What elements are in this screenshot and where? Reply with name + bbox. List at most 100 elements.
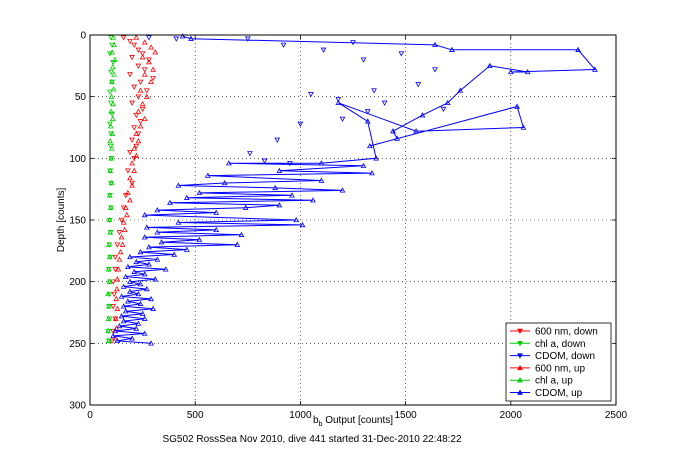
data-point [320,47,327,53]
data-point [115,266,122,272]
data-point [110,101,117,107]
data-point [118,234,125,240]
data-point [110,279,117,285]
data-point [106,291,113,298]
legend-marker [517,341,523,347]
data-point [109,115,116,122]
data-point [158,239,165,245]
legend-label: 600 nm, down [535,327,598,338]
data-point [119,241,126,247]
data-point [152,276,159,282]
data-point [127,278,133,284]
legend-marker [517,389,523,395]
data-point [188,35,194,41]
data-point [143,224,150,230]
data-point [440,106,447,113]
data-point [112,335,119,341]
x-tick-label: 1500 [394,410,417,421]
legend-entry: chl a, down [510,339,586,350]
data-point [183,194,190,200]
legend-label: 600 nm, up [535,363,585,374]
data-point [109,130,116,136]
data-point [310,197,316,203]
data-point [457,87,464,93]
data-point [575,46,582,52]
data-point [110,86,117,92]
data-point [131,268,138,274]
data-point [112,267,119,273]
data-point [141,234,148,240]
legend-label: chl a, up [535,376,573,387]
data-point [335,96,342,103]
data-point [120,219,127,225]
data-point [141,71,148,77]
data-point [135,290,142,297]
data-point [127,175,133,181]
data-point [137,281,144,287]
series-chl-a-up [105,34,118,344]
data-point [135,63,142,69]
data-point [111,56,118,62]
data-point [137,300,144,307]
data-point [137,119,144,125]
data-point [369,170,375,176]
data-point [124,189,131,196]
y-tick-label: 250 [69,339,86,350]
data-point [141,330,148,336]
data-point [107,138,114,144]
y-tick-label: 300 [69,401,86,412]
data-point [297,121,304,127]
data-point [364,109,371,115]
y-tick-label: 100 [69,154,86,165]
data-point [143,93,150,99]
data-point [173,36,180,42]
data-point [339,116,346,122]
data-point [139,310,146,316]
data-point [141,67,148,73]
data-point [148,340,154,346]
data-point [150,76,156,82]
data-point [152,49,159,55]
data-point [139,51,146,57]
data-point [129,137,135,143]
data-point [154,229,161,235]
data-point [105,327,111,334]
data-point [127,72,133,78]
x-tick-label: 2500 [605,410,628,421]
data-point [106,303,112,309]
data-point [133,325,140,331]
data-point [114,276,121,282]
y-tick-label: 150 [69,216,86,227]
data-point [449,46,455,52]
x-tick-label: 500 [187,410,204,421]
data-point [135,94,142,100]
data-point [390,128,396,134]
data-point [135,108,142,114]
legend-label: CDOM, up [535,388,583,399]
data-point [175,219,182,225]
data-point [146,57,152,63]
data-point [133,258,140,265]
data-point [116,230,123,236]
data-point [141,271,148,277]
data-point [507,68,514,75]
data-point [131,167,138,173]
data-point [146,261,152,267]
data-point [111,41,118,48]
data-point [179,33,186,39]
legend-entry: CDOM, up [510,388,583,399]
data-point [146,244,152,250]
data-point [112,327,119,334]
legend-entry: 600 nm, down [510,327,598,338]
data-point [293,216,300,223]
series-line [113,35,597,344]
data-point [148,295,154,302]
data-point [120,303,127,309]
data-point [299,221,306,228]
data-point [107,121,113,127]
data-point [106,316,113,322]
data-point [105,337,112,344]
x-tick-label: 1000 [289,410,312,421]
data-point [514,103,520,109]
